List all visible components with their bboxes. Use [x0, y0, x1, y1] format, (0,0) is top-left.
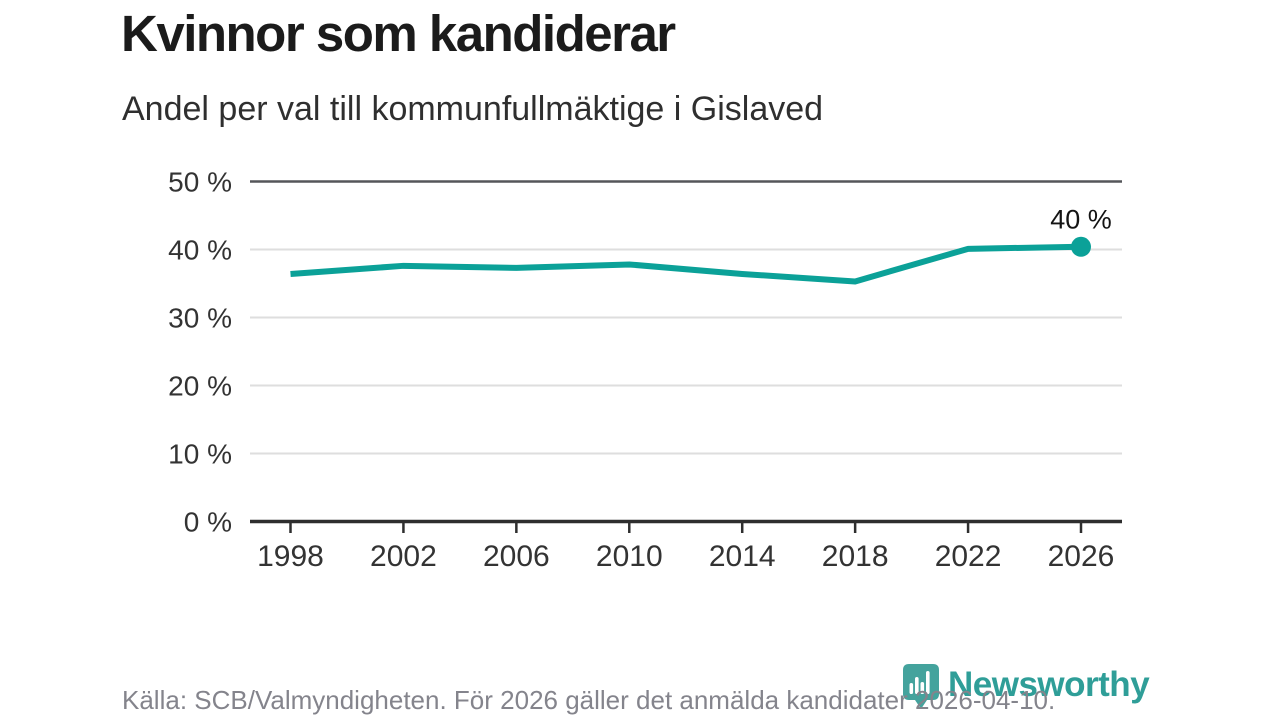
newsworthy-logo: Newsworthy: [902, 663, 1150, 710]
x-tick-label: 2018: [822, 540, 889, 573]
end-point-dot: [1071, 236, 1091, 257]
x-tick-label: 1998: [257, 540, 324, 573]
newsworthy-pin-bar-chart-icon: [903, 664, 939, 709]
y-tick-label: 30 %: [168, 303, 232, 334]
y-tick-label: 40 %: [168, 235, 232, 266]
y-tick-label: 50 %: [168, 167, 232, 198]
chart-title: Kvinnor som kandiderar: [121, 5, 676, 62]
newsworthy-logo-text: Newsworthy: [948, 665, 1150, 704]
x-tick-label: 2010: [596, 540, 663, 573]
data-line: [290, 243, 1082, 285]
x-tick-label: 2006: [483, 540, 550, 573]
y-tick-label: 0 %: [184, 507, 232, 538]
logo-bar: [909, 683, 914, 694]
x-tick-label: 2026: [1048, 540, 1115, 573]
x-tick-label: 2022: [935, 540, 1002, 573]
y-tick-label: 20 %: [168, 371, 232, 402]
y-tick-label: 10 %: [168, 439, 232, 470]
x-tick-label: 2014: [709, 540, 776, 573]
logo-bar: [926, 671, 930, 694]
logo-bar: [915, 677, 919, 694]
logo-bar: [920, 682, 925, 694]
source-note: Källa: SCB/Valmyndigheten. För 2026 gäll…: [122, 685, 1056, 715]
x-tick-label: 2002: [370, 540, 437, 573]
end-point-label: 40 %: [1050, 204, 1112, 234]
chart-subtitle: Andel per val till kommunfullmäktige i G…: [122, 90, 824, 128]
